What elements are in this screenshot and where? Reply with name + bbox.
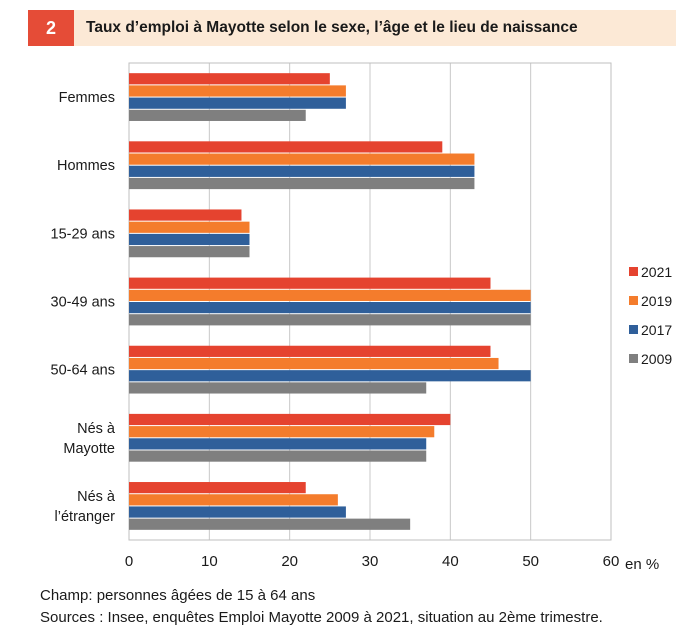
legend-swatch-2017 <box>629 325 638 334</box>
bar-2021 <box>129 345 491 357</box>
bar-2017 <box>129 302 531 314</box>
category-label: 50-64 ans <box>51 363 116 379</box>
bar-2019 <box>129 494 338 506</box>
x-tick-label: 20 <box>281 553 298 570</box>
bar-2017 <box>129 165 475 177</box>
bar-2021 <box>129 277 491 289</box>
plot-area <box>128 62 612 541</box>
bar-2017 <box>129 370 531 382</box>
bar-2009 <box>129 177 475 190</box>
legend-swatch-2019 <box>629 296 638 305</box>
bar-2019 <box>129 289 531 301</box>
x-tick-label: 0 <box>125 553 133 570</box>
bar-2019 <box>129 153 475 165</box>
bar-2009 <box>129 314 531 326</box>
bar-2009 <box>129 109 306 121</box>
bar-2021 <box>129 73 330 85</box>
bar-2017 <box>129 506 346 518</box>
bar-2021 <box>129 413 451 426</box>
bar-2021 <box>129 141 443 153</box>
figure-number-badge: 2 <box>28 10 74 46</box>
x-unit-label: en % <box>625 556 659 573</box>
x-tick-label: 30 <box>362 553 379 570</box>
chart-title: Taux d’emploi à Mayotte selon le sexe, l… <box>86 19 578 36</box>
bar-2009 <box>129 518 411 530</box>
bar-2019 <box>129 85 346 97</box>
bar-chart: Femmes Hommes 15-29 ans 30-49 ans 50-64 ans N… <box>51 62 672 573</box>
x-tick-label: 10 <box>201 553 218 570</box>
legend-label-2021: 2021 <box>641 264 672 280</box>
bar-2017 <box>129 97 346 109</box>
category-label: l’étranger <box>55 509 116 525</box>
legend-swatch-2021 <box>629 267 638 276</box>
bar-2019 <box>129 426 435 438</box>
x-tick-label: 40 <box>442 553 459 570</box>
x-tick-label: 60 <box>603 553 620 570</box>
category-label: 15-29 ans <box>51 226 116 242</box>
category-label: Mayotte <box>63 441 115 457</box>
bar-2017 <box>129 233 250 246</box>
bar-2017 <box>129 438 427 450</box>
sources-note: Sources : Insee, enquêtes Emploi Mayotte… <box>40 609 603 626</box>
figure-header: 2 Taux d’emploi à Mayotte selon le sexe,… <box>28 10 676 46</box>
category-label: Nés à <box>77 421 116 437</box>
category-label: Hommes <box>57 158 115 174</box>
legend-label-2017: 2017 <box>641 322 672 338</box>
x-tick-label: 50 <box>522 553 539 570</box>
legend-label-2009: 2009 <box>641 351 672 367</box>
scope-note: Champ: personnes âgées de 15 à 64 ans <box>40 587 316 604</box>
bar-2009 <box>129 450 427 462</box>
bar-2019 <box>129 221 250 233</box>
category-label: Nés à <box>77 489 116 505</box>
bar-2009 <box>129 246 250 258</box>
legend-label-2019: 2019 <box>641 293 672 309</box>
bar-2019 <box>129 357 499 370</box>
bar-2009 <box>129 382 427 394</box>
bar-2021 <box>129 209 242 221</box>
bar-2021 <box>129 482 306 494</box>
category-label: 30-49 ans <box>51 295 116 311</box>
category-label: Femmes <box>59 90 115 106</box>
legend-swatch-2009 <box>629 354 638 363</box>
